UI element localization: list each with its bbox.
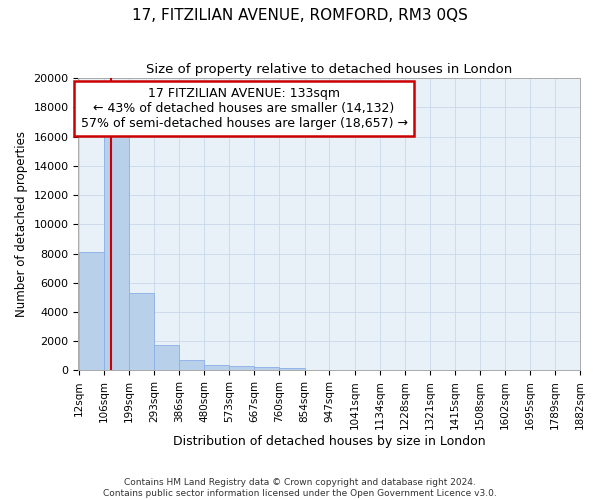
Bar [205, 365, 229, 370]
Bar [179, 360, 205, 370]
Bar [104, 126, 129, 370]
X-axis label: Distribution of detached houses by size in London: Distribution of detached houses by size … [173, 434, 486, 448]
Bar [280, 368, 305, 370]
Bar [254, 367, 280, 370]
Title: Size of property relative to detached houses in London: Size of property relative to detached ho… [146, 62, 512, 76]
Text: Contains HM Land Registry data © Crown copyright and database right 2024.
Contai: Contains HM Land Registry data © Crown c… [103, 478, 497, 498]
Bar [79, 252, 104, 370]
Bar [129, 293, 154, 370]
Text: 17, FITZILIAN AVENUE, ROMFORD, RM3 0QS: 17, FITZILIAN AVENUE, ROMFORD, RM3 0QS [132, 8, 468, 22]
Y-axis label: Number of detached properties: Number of detached properties [15, 132, 28, 318]
Bar [154, 345, 179, 370]
Text: 17 FITZILIAN AVENUE: 133sqm
← 43% of detached houses are smaller (14,132)
57% of: 17 FITZILIAN AVENUE: 133sqm ← 43% of det… [80, 87, 407, 130]
Bar [229, 366, 254, 370]
